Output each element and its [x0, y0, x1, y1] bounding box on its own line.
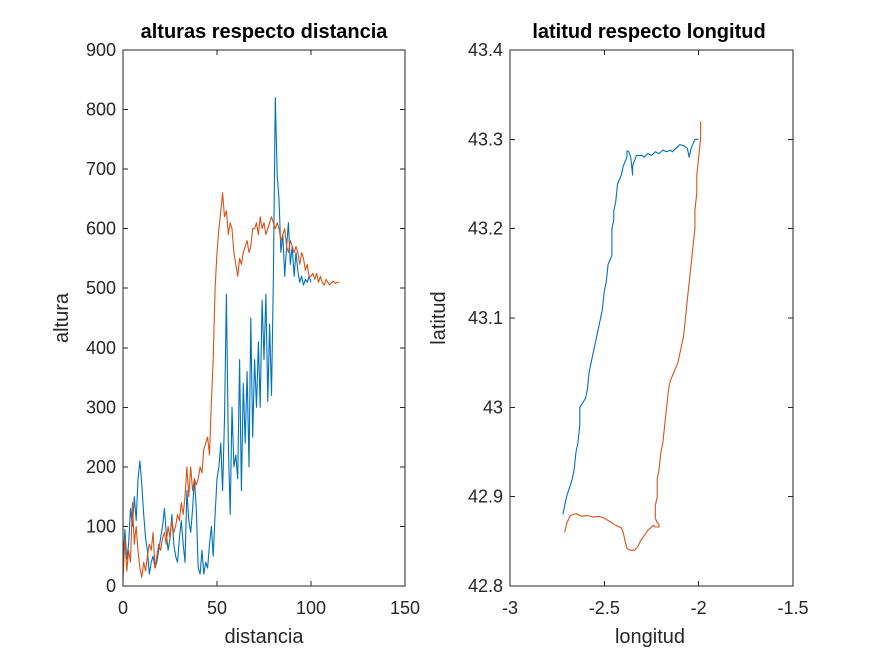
- left-chart-y-tick-label: 500: [86, 278, 116, 298]
- left-chart-y-tick-label: 200: [86, 457, 116, 477]
- right-chart-title: latitud respecto longitud: [532, 21, 765, 43]
- left-chart-x-tick-label: 150: [390, 598, 420, 618]
- left-chart-x-tick-label: 50: [207, 598, 227, 618]
- left-chart-title: alturas respecto distancia: [141, 21, 389, 43]
- right-chart-x-tick-label: -2.5: [589, 598, 620, 618]
- right-chart-y-tick-label: 43.1: [468, 308, 503, 328]
- right-chart-series-2-line: [564, 121, 702, 551]
- right-chart-x-ticks: -3 -2.5 -2 -1.5: [502, 50, 809, 618]
- left-chart: alturas respecto distancia 0 50 100 150 0 10…: [51, 21, 420, 648]
- left-chart-plot-area: [122, 97, 340, 581]
- right-chart-x-tick-label: -3: [502, 598, 518, 618]
- left-chart-y-tick-label: 400: [86, 338, 116, 358]
- left-chart-y-tick-label: 100: [86, 516, 116, 536]
- right-chart-x-label: longitud: [615, 626, 685, 648]
- left-chart-y-label: altura: [51, 292, 73, 343]
- left-chart-axes-box: [122, 49, 406, 587]
- right-chart-y-tick-label: 43.3: [468, 129, 503, 149]
- left-chart-y-tick-label: 900: [86, 40, 116, 60]
- right-chart-y-tick-label: 42.8: [468, 576, 503, 596]
- right-chart-x-tick-label: -1.5: [777, 598, 808, 618]
- right-chart-y-tick-label: 43.2: [468, 219, 503, 239]
- left-chart-x-tick-label: 100: [296, 598, 326, 618]
- right-chart-series-1-line: [562, 138, 699, 515]
- left-chart-y-tick-label: 800: [86, 100, 116, 120]
- left-chart-y-tick-label: 300: [86, 397, 116, 417]
- right-chart-y-tick-label: 42.9: [468, 487, 503, 507]
- right-chart-y-label: latitud: [428, 291, 450, 344]
- left-chart-x-tick-label: 0: [118, 598, 128, 618]
- left-chart-x-ticks: 0 50 100 150: [118, 50, 420, 618]
- right-chart-y-tick-label: 43.4: [468, 40, 503, 60]
- left-chart-y-tick-label: 700: [86, 159, 116, 179]
- left-chart-y-tick-label: 600: [86, 219, 116, 239]
- right-chart-plot-area: [562, 121, 702, 551]
- left-chart-series-2-line: [122, 192, 340, 581]
- right-chart-x-tick-label: -2: [691, 598, 707, 618]
- right-chart: latitud respecto longitud -3 -2.5 -2 -1.5 4…: [428, 21, 809, 648]
- right-chart-y-ticks: 42.8 42.9 43 43.1 43.2 43.3 43.4: [468, 40, 793, 596]
- left-chart-x-label: distancia: [225, 626, 305, 648]
- left-chart-y-tick-label: 0: [106, 576, 116, 596]
- left-chart-y-ticks: 0 100 200 300 400 500 600 700 800 900: [86, 40, 405, 596]
- right-chart-y-tick-label: 43: [483, 397, 503, 417]
